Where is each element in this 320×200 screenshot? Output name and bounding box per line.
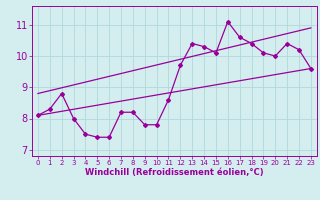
X-axis label: Windchill (Refroidissement éolien,°C): Windchill (Refroidissement éolien,°C) (85, 168, 264, 177)
